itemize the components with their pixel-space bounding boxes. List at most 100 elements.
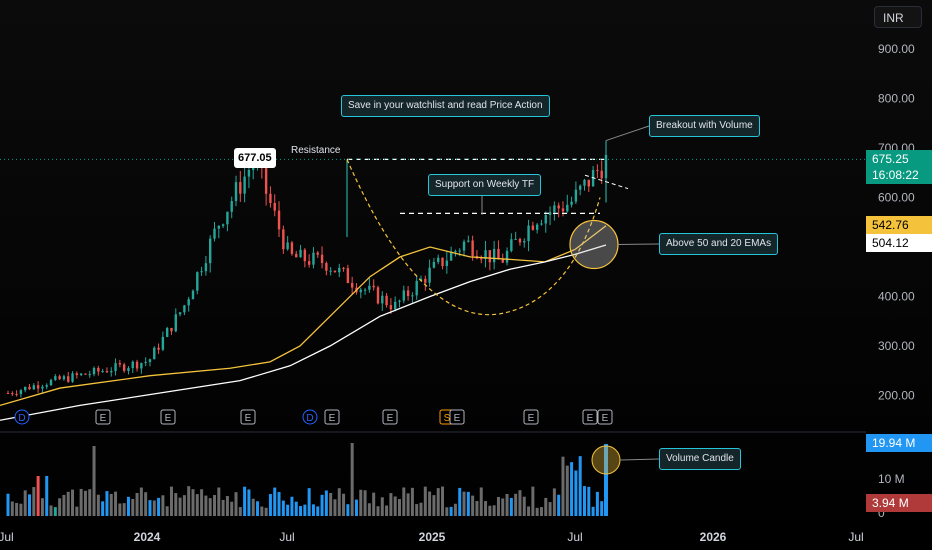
event-marker-label: E <box>387 413 394 424</box>
volume-bar <box>243 486 247 516</box>
candle-body <box>209 238 212 264</box>
volume-bar <box>118 503 122 516</box>
candle-body <box>161 336 165 350</box>
candle-body <box>325 263 328 271</box>
candle-body <box>204 263 208 272</box>
volume-bar <box>122 503 126 516</box>
candle-body <box>462 241 466 251</box>
candle-body <box>165 327 169 337</box>
candle-body <box>312 252 315 265</box>
event-marker <box>14 409 30 425</box>
event-marker-label: D <box>18 413 25 424</box>
volume-bar <box>385 505 389 516</box>
volume-bar <box>234 492 238 516</box>
volume-bar <box>169 486 173 516</box>
event-marker-label: E <box>528 413 535 424</box>
candle-body <box>67 376 70 382</box>
volume-bar <box>346 504 350 516</box>
candle-body <box>295 253 298 258</box>
candle-body <box>561 208 565 212</box>
volume-bar <box>333 499 337 516</box>
currency-selector[interactable]: INR <box>874 6 922 28</box>
price-axis-label: 900.00 <box>878 42 915 56</box>
candle-body <box>393 301 397 310</box>
candle-body <box>282 229 285 250</box>
volume-bar <box>359 489 363 516</box>
volume-bar <box>221 499 225 516</box>
volume-bar <box>277 492 281 516</box>
candle-body <box>441 257 444 267</box>
volume-bar <box>178 497 182 516</box>
volume-bar <box>406 493 410 516</box>
candle-body <box>389 305 393 310</box>
volume-bar <box>213 494 217 516</box>
candle-body <box>406 290 410 297</box>
volume-bar <box>376 506 380 516</box>
volume-bar <box>191 489 195 516</box>
volume-bar <box>600 501 604 516</box>
breakout-note-connector <box>605 125 650 142</box>
candle-body <box>28 386 31 390</box>
volume-bar <box>419 502 423 516</box>
volume-bar <box>260 506 264 516</box>
last-price-tag: 675.25 <box>866 150 932 168</box>
candle-body <box>101 371 104 373</box>
volume-bar <box>531 486 535 516</box>
candle-body <box>518 238 522 243</box>
ema50-tag: 504.12 <box>866 234 932 252</box>
volume-bar <box>238 507 242 516</box>
breakout-note: Breakout with Volume <box>649 115 760 137</box>
volume-bar <box>311 504 315 516</box>
event-marker <box>597 409 613 425</box>
candle-body <box>385 295 388 306</box>
volume-bar <box>88 489 92 516</box>
candle-body <box>350 283 354 288</box>
candle-body <box>424 278 427 283</box>
volume-bar <box>436 488 440 516</box>
candle-body <box>346 268 350 284</box>
volume-bar <box>397 499 401 516</box>
candle-body <box>200 271 203 273</box>
volume-bar <box>225 496 229 516</box>
candle-body <box>398 300 401 302</box>
volume-bar <box>66 491 70 516</box>
event-marker <box>382 409 398 425</box>
volume-bar <box>488 505 492 516</box>
volume-bar <box>449 506 453 516</box>
price-axis-label: 200.00 <box>878 389 915 403</box>
volume-bar <box>53 507 57 516</box>
volume-highlight-circle <box>591 445 621 475</box>
candle-body <box>157 347 160 350</box>
candle-body <box>484 250 487 260</box>
volume-bar <box>410 487 414 516</box>
candle-body <box>79 373 83 376</box>
event-marker <box>324 409 340 425</box>
candle-body <box>97 367 100 372</box>
candle-body <box>41 386 44 389</box>
volume-axis-label: 10 M <box>878 472 905 486</box>
volume-bar <box>329 492 333 516</box>
event-marker-label: E <box>587 413 594 424</box>
event-marker-label: E <box>100 413 107 424</box>
candle-body <box>432 261 436 268</box>
candle-body <box>286 242 289 250</box>
volume-bar <box>539 507 543 516</box>
candle-body <box>510 239 513 252</box>
volume-candle-note: Volume Candle <box>659 448 741 470</box>
volume-bar <box>264 507 268 516</box>
volume-bar <box>578 456 582 516</box>
candle-body <box>454 251 457 253</box>
event-marker <box>523 409 539 425</box>
candle-body <box>32 385 36 390</box>
candle-body <box>105 371 109 373</box>
candle-body <box>92 367 96 375</box>
candle-body <box>140 363 143 369</box>
candle-body <box>273 203 276 211</box>
candle-body <box>84 373 87 375</box>
candle-body <box>600 170 603 179</box>
event-marker-label: E <box>329 413 336 424</box>
volume-bar <box>148 500 152 516</box>
volume-bar <box>15 502 19 516</box>
